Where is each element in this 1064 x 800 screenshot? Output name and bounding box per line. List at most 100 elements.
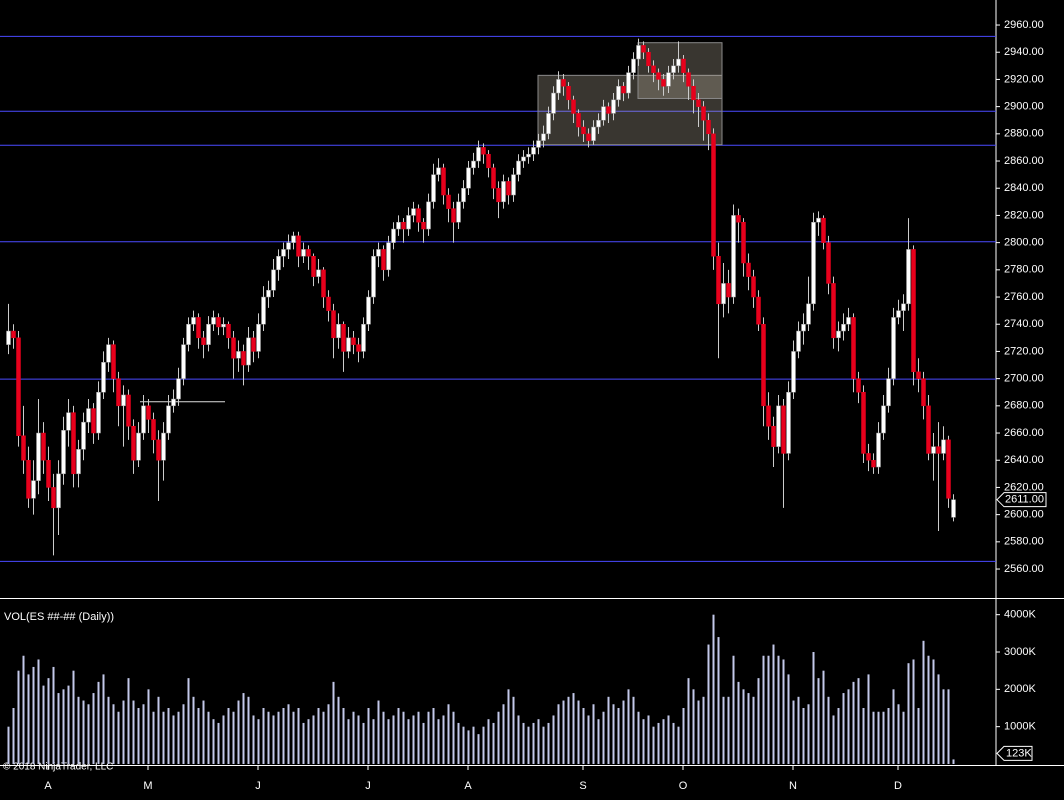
x-tick-label: J [255,780,261,792]
candle-body [946,439,951,499]
candle-body [26,459,31,499]
volume-bar [457,722,460,764]
volume-bar [337,696,340,764]
volume-bar [897,704,900,764]
candle-body [731,215,736,298]
volume-bar [642,719,645,764]
volume-bar [747,693,750,764]
volume-bar [812,652,815,764]
volume-bar [242,693,245,764]
volume-bar [867,674,870,764]
volume-bar [567,696,570,764]
candle-body [766,405,771,427]
candle-body [321,269,326,298]
y-tick-label: 2960.00 [1004,19,1044,31]
y-tick-label: 2000K [1004,683,1036,695]
volume-bar [952,759,955,764]
candle-body [356,344,361,352]
volume-bar [147,689,150,764]
y-tick-label: 2700.00 [1004,373,1044,385]
volume-bar [612,704,615,764]
volume-bar [537,719,540,764]
y-tick-label: 2680.00 [1004,400,1044,412]
volume-bar [622,700,625,764]
volume-bar [527,726,530,764]
volume-bar [802,708,805,764]
volume-bar [302,722,305,764]
candle-body [346,337,351,352]
candle-body [576,113,581,128]
candle-body [21,435,26,461]
candle-body [561,79,566,87]
candle-body [431,174,436,203]
volume-bar [272,715,275,764]
candle-body [496,187,501,203]
x-tick-label: N [789,780,797,792]
volume-bar [627,689,630,764]
volume-bar [252,715,255,764]
candle-body [816,217,821,223]
volume-bar [682,708,685,764]
volume-bar [717,637,720,764]
volume-bar [542,726,545,764]
candle-body [116,378,121,407]
volume-bar [217,722,220,764]
candle-body [686,72,691,87]
volume-bar [562,700,565,764]
volume-bar [887,708,890,764]
candle-body [891,317,896,379]
volume-bar [282,708,285,764]
candle-body [866,453,871,461]
volume-bar [737,681,740,764]
volume-bar [662,719,665,764]
candle-body [501,181,506,203]
volume-bar [432,708,435,764]
candle-body [631,58,636,73]
x-tick-label: O [679,780,688,792]
volume-bar [872,711,875,764]
volume-bar [677,726,680,764]
volume-bar [687,678,690,764]
candle-body [556,79,561,94]
candle-body [256,323,261,352]
volume-bar [347,719,350,764]
volume-bar [502,704,505,764]
volume-bar [637,711,640,764]
volume-bar [157,696,160,764]
candle-body [871,459,876,468]
volume-bar [442,715,445,764]
volume-bar [617,708,620,764]
candle-body [336,323,341,339]
candle-body [271,269,276,291]
volume-bar [712,614,715,764]
candle-body [291,235,296,243]
volume-bar [367,708,370,764]
volume-bar [767,655,770,764]
candle-body [681,58,686,73]
volume-bar [97,681,100,764]
candle-body [671,65,676,73]
volume-bar [572,693,575,764]
volume-bar [327,704,330,764]
candle-body [876,432,881,468]
candle-body [511,174,516,196]
candle-body [916,371,921,379]
y-tick-label: 2560.00 [1004,563,1044,575]
x-tick-label: A [44,780,52,792]
volume-bar [42,685,45,764]
volume-bar [832,715,835,764]
y-tick-label: 2600.00 [1004,509,1044,521]
candle-body [416,208,421,223]
candle-body [506,181,511,196]
volume-bar [902,711,905,764]
volume-bar [487,719,490,764]
volume-bar [427,711,430,764]
candle-body [856,378,861,393]
candle-body [16,337,21,436]
candle-body [181,344,186,379]
volume-bar [777,655,780,764]
volume-bar [647,715,650,764]
volume-bar [392,715,395,764]
volume-bar [792,700,795,764]
volume-bar [742,689,745,764]
